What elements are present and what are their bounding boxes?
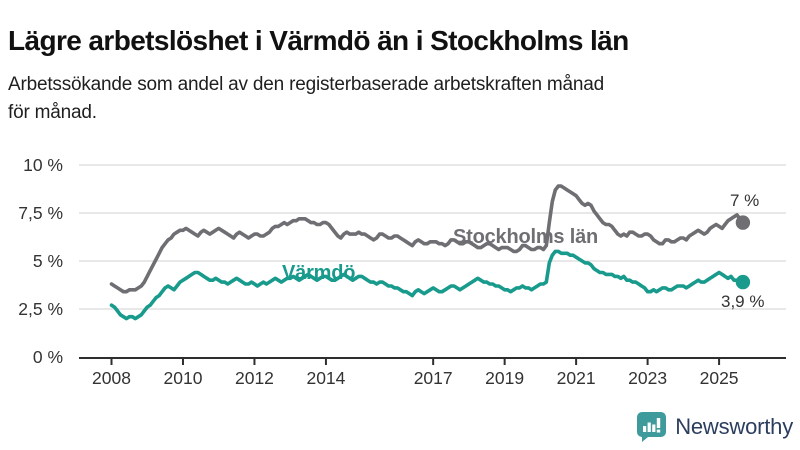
subtitle-line-1: Arbetssökande som andel av den registerb… bbox=[8, 74, 605, 95]
chart-subtitle: Arbetssökande som andel av den registerb… bbox=[8, 71, 788, 126]
end-value-label-stockholms-lan: 7 % bbox=[730, 191, 760, 210]
y-axis-tick-label: 5 % bbox=[33, 251, 63, 271]
x-axis-tick-label: 2017 bbox=[414, 368, 453, 388]
series-end-dot-v-rmd- bbox=[735, 274, 751, 290]
end-value-label-varmdo: 3,9 % bbox=[721, 292, 765, 311]
y-axis-tick-label: 2,5 % bbox=[18, 299, 63, 319]
y-axis-tick-label: 10 % bbox=[23, 155, 63, 175]
series-end-dot-stockholms-l-n bbox=[735, 215, 751, 230]
x-axis-tick-label: 2014 bbox=[306, 368, 345, 388]
x-axis-tick-label: 2021 bbox=[557, 368, 596, 388]
x-axis-tick-label: 2023 bbox=[628, 368, 667, 388]
newsworthy-brand: Newsworthy bbox=[636, 411, 793, 443]
series-line-v-rmd- bbox=[109, 249, 745, 321]
series-label-stockholms-lan: Stockholms län bbox=[453, 226, 599, 248]
x-axis-tick-label: 2010 bbox=[164, 368, 203, 388]
series-line-stockholms-l-n bbox=[109, 184, 745, 294]
newsworthy-logo-icon bbox=[637, 412, 667, 442]
x-axis-tick-label: 2025 bbox=[700, 368, 739, 388]
x-axis-tick-label: 2012 bbox=[235, 368, 274, 388]
y-axis-tick-label: 7,5 % bbox=[18, 203, 63, 223]
page-title: Lägre arbetslöshet i Värmdö än i Stockho… bbox=[8, 24, 629, 56]
subtitle-line-2: för månad. bbox=[8, 101, 97, 123]
x-axis-tick-label: 2008 bbox=[92, 368, 131, 388]
y-axis-tick-label: 0 % bbox=[33, 347, 63, 367]
series-label-varmdo: Värmdö bbox=[282, 262, 356, 284]
x-axis-tick-label: 2019 bbox=[485, 368, 524, 388]
brand-name: Newsworthy bbox=[675, 414, 793, 439]
